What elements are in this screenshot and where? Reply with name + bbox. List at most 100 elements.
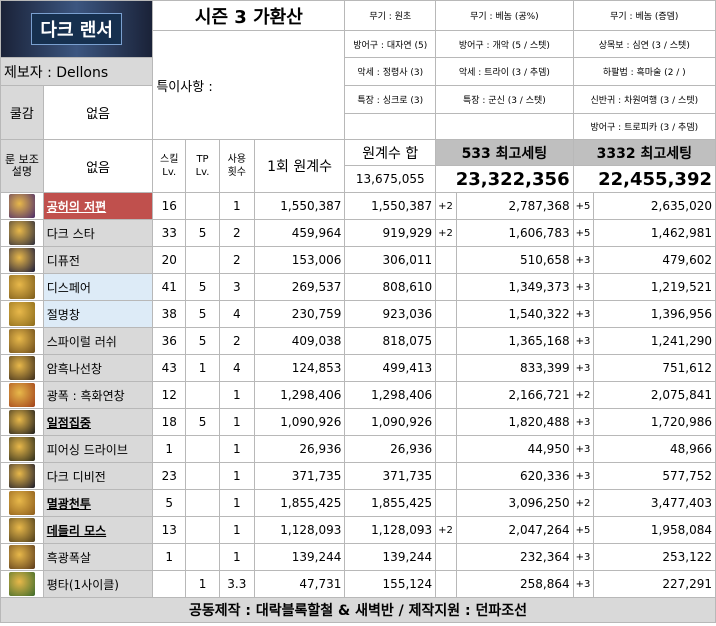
- spiral-rush-icon: [8, 329, 35, 353]
- setting2-bonus: +3: [572, 246, 595, 274]
- setting2-value: 1,241,290: [593, 327, 716, 355]
- setting2-value: 1,720,986: [593, 408, 716, 436]
- skill-icon-cell: [0, 516, 44, 544]
- col-setting1: 533 최고세팅: [435, 139, 574, 166]
- spear-icon: [8, 302, 35, 326]
- skill-name: 다크 디비전: [42, 462, 154, 490]
- tp-lv: [185, 381, 220, 409]
- col-base-sum: 원계수 합: [344, 139, 437, 166]
- setting2-value: 479,602: [593, 246, 716, 274]
- tp-lv: 5: [185, 300, 220, 328]
- base-once: 153,006: [253, 246, 346, 274]
- setting1-bonus: [435, 570, 457, 598]
- skill-name: 멸광천투: [42, 489, 154, 517]
- col-tp-lv: TP Lv.: [185, 139, 220, 193]
- table-row: 다크 디비전 23 1 371,735 371,735 620,336 +3 577,752: [0, 462, 716, 490]
- uses: 1: [218, 435, 255, 463]
- skill-name: 다크 스타: [42, 219, 154, 247]
- cooldown-label: 쿨감: [0, 85, 44, 140]
- setting2-bonus: +5: [572, 219, 595, 247]
- table-row: 데들리 모스 13 1 1,128,093 1,128,093 +2 2,047,264 +5…: [0, 516, 716, 544]
- equip-1-0: 무기 : 원초: [344, 0, 437, 31]
- uses: 4: [218, 354, 255, 382]
- base-once: 1,090,926: [253, 408, 346, 436]
- uses: 2: [218, 219, 255, 247]
- setting2-value: 3,477,403: [593, 489, 716, 517]
- tp-lv: 1: [185, 570, 220, 598]
- table-row: 일점집중 18 5 1 1,090,926 1,090,926 1,820,488 +3 1,7…: [0, 408, 716, 436]
- tp-lv: 1: [185, 354, 220, 382]
- base-once: 1,550,387: [253, 192, 346, 220]
- setting2-bonus: +2: [572, 381, 595, 409]
- uses: 1: [218, 489, 255, 517]
- uses: 3.3: [218, 570, 255, 598]
- base-sum: 1,090,926: [344, 408, 437, 436]
- tp-lv: [185, 462, 220, 490]
- skill-lv: 43: [152, 354, 187, 382]
- skill-lv: 20: [152, 246, 187, 274]
- skill-lv: 13: [152, 516, 187, 544]
- uses: 1: [218, 462, 255, 490]
- skill-name: 일점집중: [42, 408, 154, 436]
- setting1-bonus: [435, 435, 457, 463]
- tp-lv: 5: [185, 408, 220, 436]
- base-sum: 499,413: [344, 354, 437, 382]
- base-sum: 1,550,387: [344, 192, 437, 220]
- tp-lv: [185, 246, 220, 274]
- uses: 1: [218, 543, 255, 571]
- setting2-bonus: +3: [572, 273, 595, 301]
- uses: 1: [218, 408, 255, 436]
- equip-3-3: 신반귀 : 차원여행 (3 / 스텟): [572, 85, 716, 114]
- base-sum: 1,855,425: [344, 489, 437, 517]
- skill-lv: 16: [152, 192, 187, 220]
- setting1-value: 620,336: [455, 462, 574, 490]
- skill-icon-cell: [0, 489, 44, 517]
- table-row: 디퓨전 20 2 153,006 306,011 510,658 +3 479,602: [0, 246, 716, 274]
- equip-2-1: 방어구 : 개악 (5 / 스텟): [435, 30, 574, 58]
- skill-name: 절명창: [42, 300, 154, 328]
- setting1-value: 510,658: [455, 246, 574, 274]
- skill-lv: [152, 570, 187, 598]
- base-once: 371,735: [253, 462, 346, 490]
- setting2-bonus: +3: [572, 543, 595, 571]
- base-once: 409,038: [253, 327, 346, 355]
- base-once: 1,855,425: [253, 489, 346, 517]
- rune-label: 룬 보조 설명: [0, 139, 44, 193]
- table-row: 디스페어 41 5 3 269,537 808,610 1,349,373 +3 1,219,5…: [0, 273, 716, 301]
- base-sum-total: 13,675,055: [344, 165, 437, 193]
- piercing-drive-icon: [8, 437, 35, 461]
- page-title: 시즌 3 가환산: [152, 0, 346, 31]
- table-row: 광폭 : 흑화연창 12 1 1,298,406 1,298,406 2,166,721 +…: [0, 381, 716, 409]
- setting2-value: 1,396,956: [593, 300, 716, 328]
- setting2-bonus: +3: [572, 354, 595, 382]
- rampage-icon: [8, 383, 35, 407]
- setting2-value: 253,122: [593, 543, 716, 571]
- table-row: 스파이럴 러쉬 36 5 2 409,038 818,075 1,365,168 +3 1,24…: [0, 327, 716, 355]
- setting2-bonus: +2: [572, 489, 595, 517]
- uses: 4: [218, 300, 255, 328]
- setting1-bonus: [435, 273, 457, 301]
- setting2-bonus: +3: [572, 300, 595, 328]
- skill-name: 평타(1사이클): [42, 570, 154, 598]
- setting2-bonus: +3: [572, 408, 595, 436]
- skill-name: 스파이럴 러쉬: [42, 327, 154, 355]
- setting1-value: 1,349,373: [455, 273, 574, 301]
- skill-lv: 23: [152, 462, 187, 490]
- setting1-value: 232,364: [455, 543, 574, 571]
- setting1-bonus: [435, 327, 457, 355]
- table-row: 흑광폭살 1 1 139,244 139,244 232,364 +3 253,122: [0, 543, 716, 571]
- setting2-bonus: +3: [572, 570, 595, 598]
- base-once: 139,244: [253, 543, 346, 571]
- table-row: 평타(1사이클) 1 3.3 47,731 155,124 258,864 +3 227,29…: [0, 570, 716, 598]
- void-icon: [8, 194, 35, 218]
- tp-lv: [185, 489, 220, 517]
- table-row: 다크 스타 33 5 2 459,964 919,929 +2 1,606,783 +5 1,46…: [0, 219, 716, 247]
- setting1-total: 23,322,356: [435, 165, 574, 193]
- setting1-value: 833,399: [455, 354, 574, 382]
- table-row: 절명창 38 5 4 230,759 923,036 1,540,322 +3 1,396,95…: [0, 300, 716, 328]
- setting1-bonus: [435, 408, 457, 436]
- setting1-value: 1,540,322: [455, 300, 574, 328]
- skill-lv: 36: [152, 327, 187, 355]
- annihilation-icon: [8, 491, 35, 515]
